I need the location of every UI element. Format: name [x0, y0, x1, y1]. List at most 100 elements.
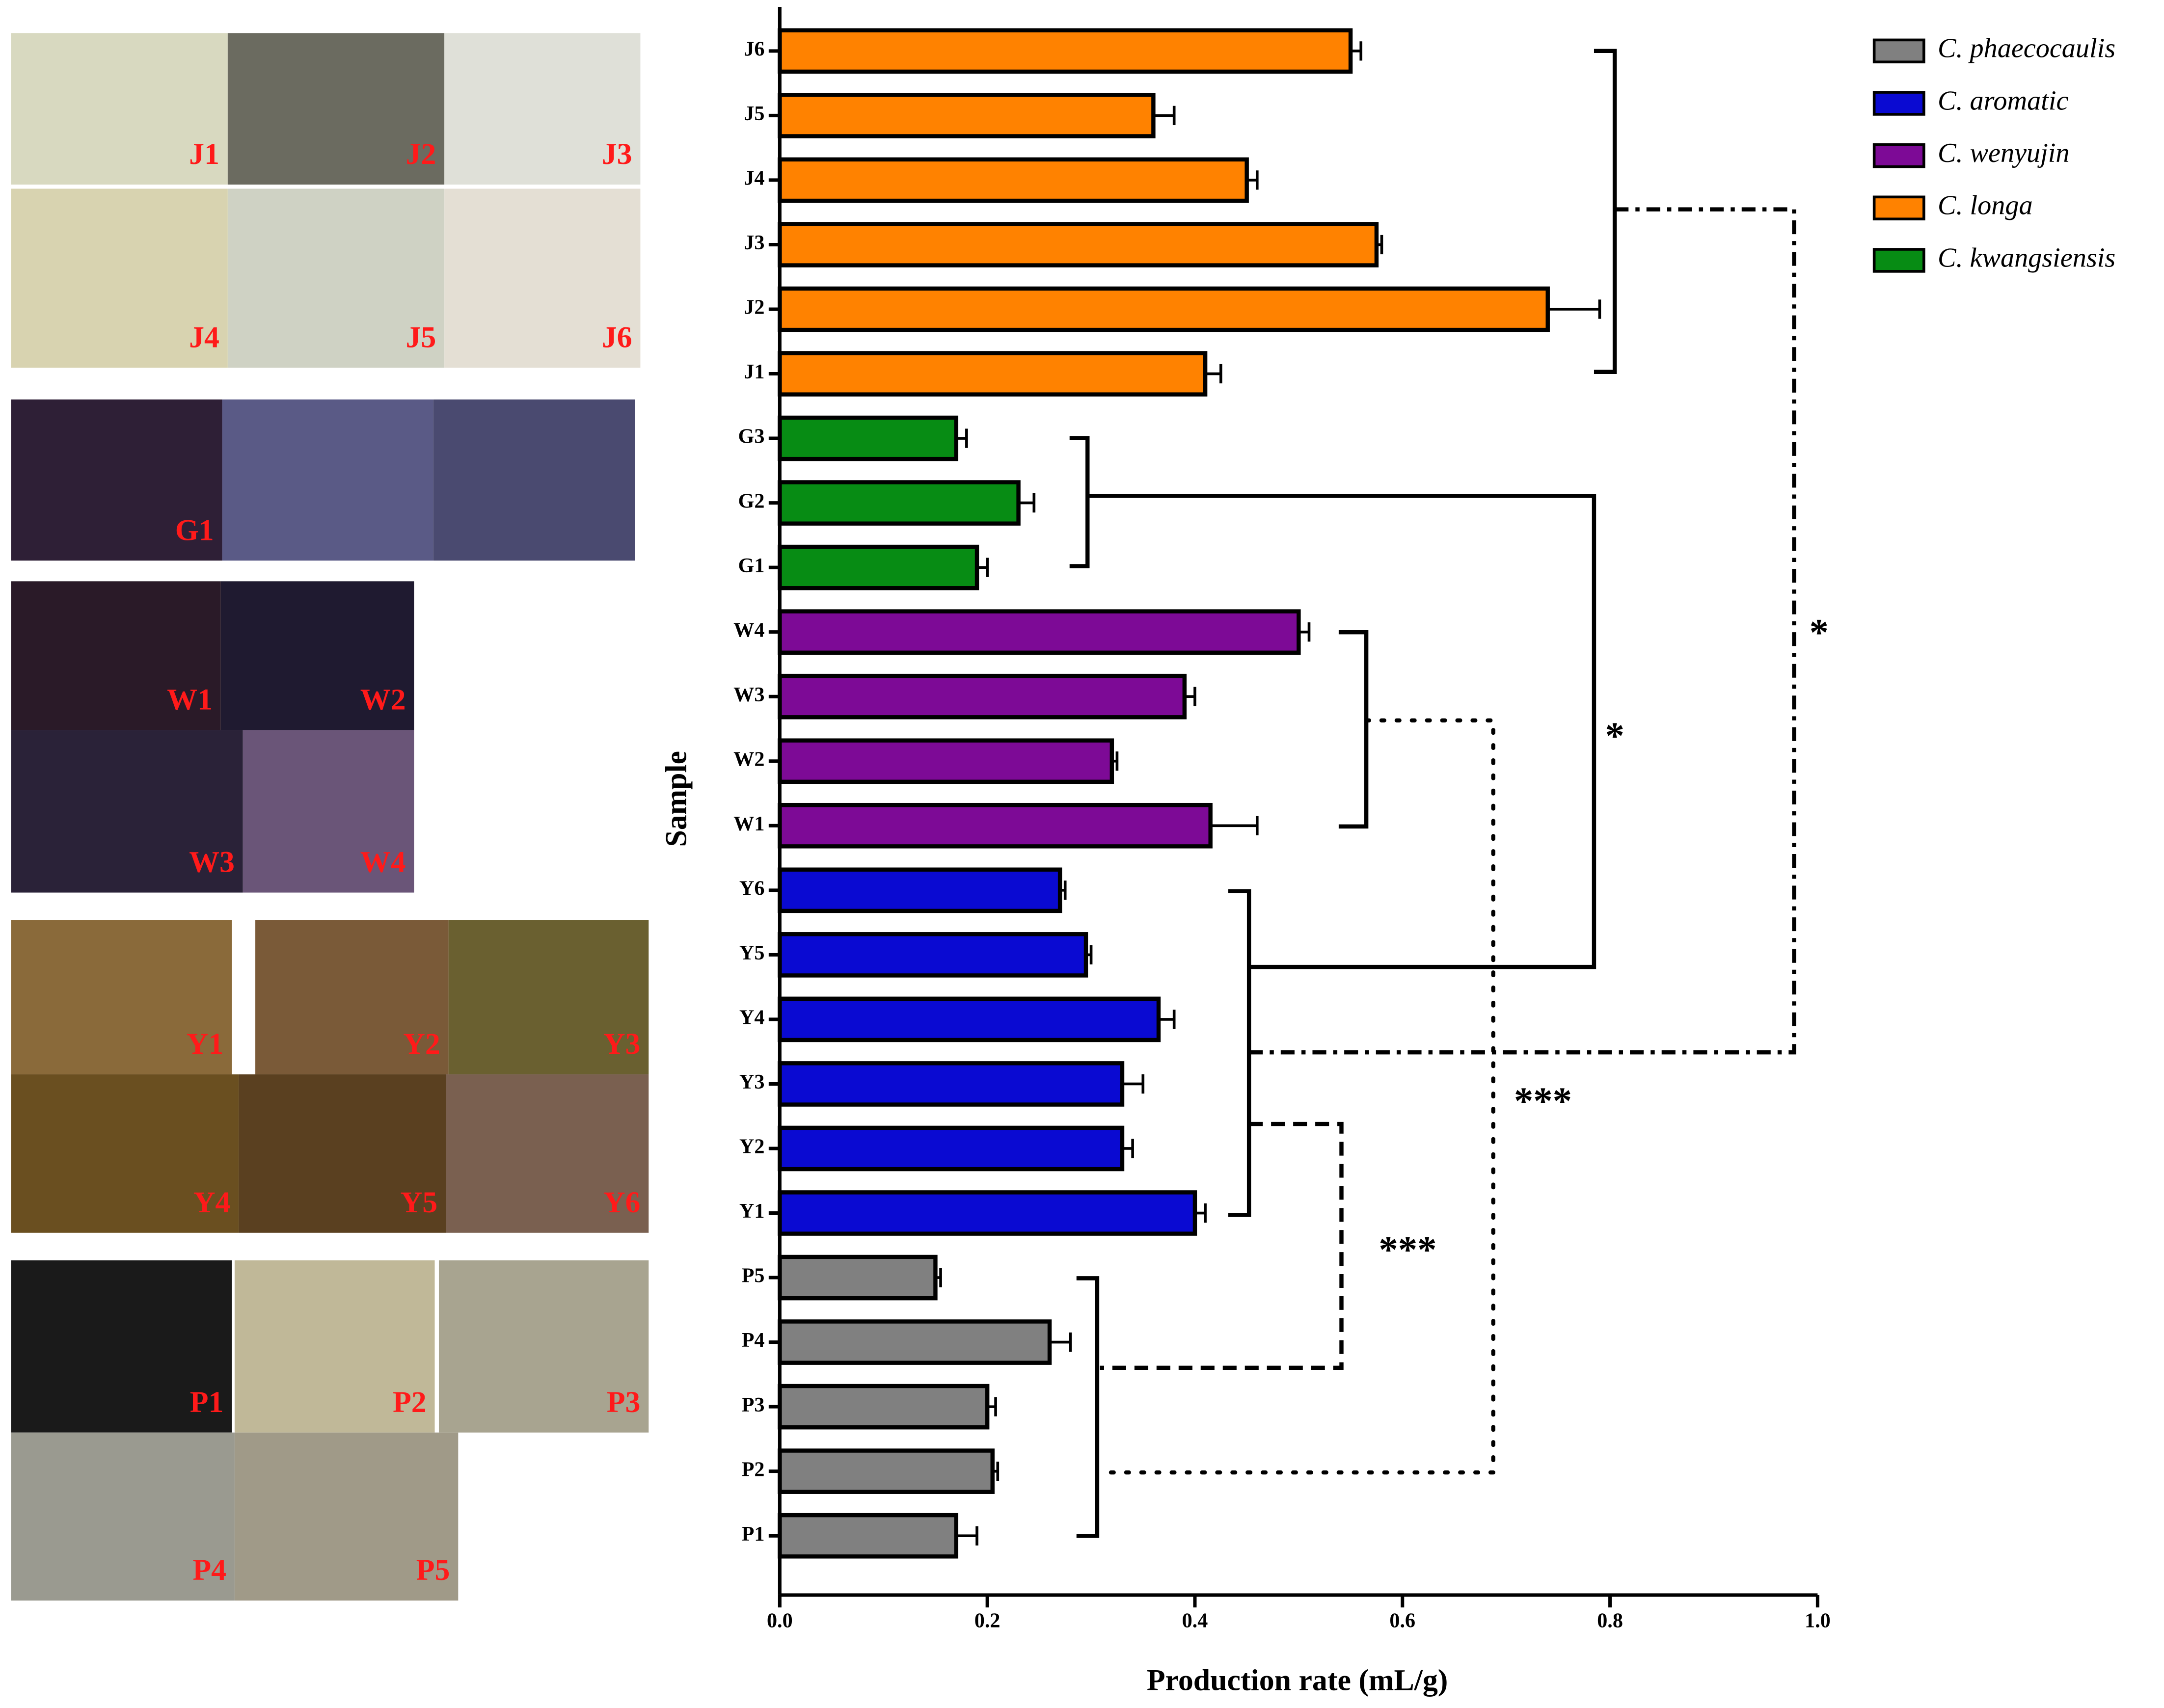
legend-label: C. kwangsiensis	[1938, 242, 2115, 273]
y-tick-label: P2	[742, 1458, 765, 1481]
photo	[11, 920, 232, 1075]
connector	[1109, 718, 1495, 1475]
legend-swatch	[1872, 91, 1925, 116]
bar	[778, 415, 958, 461]
y-tick-label: P3	[742, 1393, 765, 1416]
photo	[227, 188, 445, 368]
legend-label: C. aromatic	[1938, 85, 2069, 116]
y-tick-label: W3	[733, 683, 764, 706]
y-tick-label: J1	[744, 360, 764, 383]
significance-brackets	[1069, 49, 1796, 1538]
photo	[239, 1074, 446, 1233]
bar	[778, 28, 1353, 74]
photo-label: Y1	[187, 1027, 224, 1061]
bar	[778, 1513, 958, 1559]
bar	[778, 673, 1187, 720]
photo-label: P1	[190, 1386, 224, 1419]
y-tick-label: J2	[744, 296, 764, 319]
photo-label: J3	[602, 137, 632, 171]
x-axis-title: Production rate (mL/g)	[1147, 1664, 1448, 1697]
photo	[444, 188, 641, 368]
bar	[778, 738, 1114, 784]
bar	[778, 93, 1156, 138]
photo-label: J1	[189, 137, 219, 171]
photo-label: J2	[406, 137, 436, 171]
x-tick-label: 0.0	[767, 1609, 793, 1632]
y-tick-label: J6	[744, 38, 764, 61]
y-tick-label: W4	[733, 618, 764, 641]
photo	[433, 399, 635, 561]
y-tick-label: W1	[733, 812, 764, 835]
y-tick-label: Y4	[739, 1006, 765, 1029]
photo-label: J4	[189, 320, 219, 354]
photo-label: Y2	[403, 1027, 440, 1061]
bracket	[1594, 49, 1617, 374]
photo-label: P5	[416, 1553, 450, 1587]
annotation: ***	[1514, 1080, 1572, 1122]
photo	[448, 920, 649, 1075]
photo-label: G1	[175, 513, 214, 547]
annotation: *	[1605, 715, 1624, 757]
photo	[220, 581, 414, 730]
bracket	[1228, 889, 1251, 1217]
photo	[234, 1260, 435, 1433]
bar	[778, 609, 1301, 655]
photo-label: P4	[192, 1553, 226, 1587]
bar	[778, 996, 1161, 1042]
photo	[234, 1432, 459, 1601]
photo	[11, 399, 222, 561]
photo-label: P3	[607, 1386, 641, 1419]
legend-label: C. wenyujin	[1938, 138, 2070, 168]
bracket	[1069, 436, 1090, 568]
y-tick-label: J4	[744, 167, 764, 190]
bar	[778, 480, 1021, 526]
photo-label: Y3	[603, 1027, 641, 1061]
y-tick-label: J5	[744, 102, 764, 125]
bar	[778, 1125, 1125, 1172]
photo-label: W3	[189, 846, 235, 879]
photo	[243, 730, 414, 893]
x-tick-label: 1.0	[1805, 1609, 1831, 1632]
annotation: *	[1810, 612, 1829, 654]
photo	[11, 1260, 232, 1433]
bar	[778, 1319, 1052, 1365]
y-tick-label: P4	[742, 1329, 765, 1352]
photo	[255, 920, 449, 1075]
bracket	[1076, 1276, 1100, 1538]
photo-label: J5	[406, 320, 436, 354]
legend-label: C. longa	[1938, 190, 2033, 221]
photo	[11, 33, 228, 185]
x-tick-label: 0.4	[1182, 1609, 1208, 1632]
y-tick-label: W2	[733, 747, 764, 771]
legend-swatch	[1872, 143, 1925, 168]
photo-label: Y4	[193, 1186, 231, 1219]
y-tick-label: Y1	[739, 1200, 765, 1223]
x-tick-label: 0.2	[974, 1609, 1001, 1632]
bar	[778, 157, 1249, 203]
legend-swatch	[1872, 38, 1925, 64]
photo	[11, 730, 243, 893]
photo	[11, 581, 221, 730]
bar	[778, 351, 1208, 397]
bar	[778, 1448, 995, 1494]
bar	[778, 286, 1550, 332]
bar	[778, 1384, 990, 1430]
photo	[227, 33, 445, 185]
y-tick-label: Y5	[739, 941, 765, 964]
x-tick-label: 0.6	[1389, 1609, 1415, 1632]
photo-label: Y6	[603, 1186, 641, 1219]
bar	[778, 1061, 1125, 1107]
y-tick-label: Y3	[739, 1070, 765, 1094]
bar	[778, 802, 1213, 849]
connector	[1249, 207, 1796, 1055]
connector	[1087, 494, 1596, 969]
legend-label: C. phaecocaulis	[1938, 33, 2115, 64]
annotation: ***	[1379, 1228, 1436, 1271]
y-tick-label: G3	[738, 425, 765, 448]
bar	[778, 544, 979, 590]
y-tick-label: J3	[744, 231, 764, 254]
bar	[778, 867, 1062, 913]
photo-label: W2	[360, 683, 406, 717]
y-tick-label: Y2	[739, 1135, 765, 1158]
